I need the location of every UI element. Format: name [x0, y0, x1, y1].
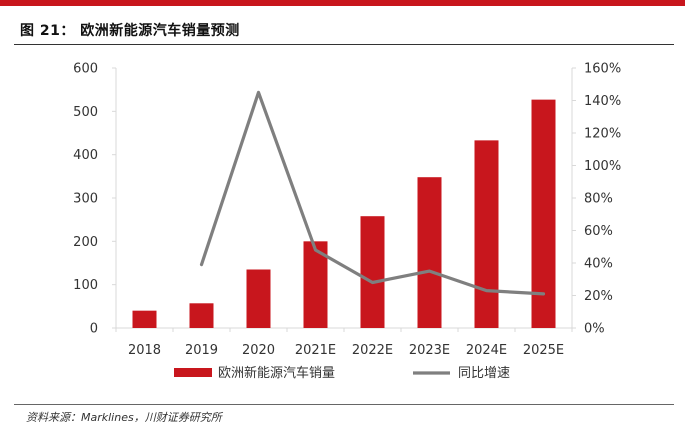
growth-rate-line: [199, 90, 546, 296]
left-axis-tick-label: 300: [73, 192, 98, 207]
figure-header: 图 21： 欧洲新能源汽车销量预测: [14, 17, 674, 45]
left-axis-tick-label: 400: [73, 148, 98, 163]
x-axis-tick-label: 2025E: [523, 343, 564, 358]
right-axis-tick-label: 140%: [584, 94, 621, 109]
right-axis-tick-label: 100%: [584, 159, 621, 174]
source-note: 资料来源：Marklines，川财证券研究所: [26, 411, 222, 424]
right-axis-tick-label: 120%: [584, 127, 621, 142]
top-accent-bar: [0, 0, 685, 6]
right-axis-tick-label: 0%: [584, 322, 605, 337]
top-accent-mark: [496, 0, 530, 5]
legend-line-label: 同比增速: [458, 366, 510, 381]
sales-bar: [474, 140, 499, 328]
sales-bar: [132, 310, 157, 328]
x-axis-tick-label: 2021E: [295, 343, 336, 358]
right-axis-tick-label: 60%: [584, 224, 613, 239]
left-axis-tick-label: 500: [73, 105, 98, 120]
left-axis-tick-label: 0: [90, 322, 98, 337]
x-axis-tick-label: 2018: [128, 343, 161, 358]
sales-bar: [246, 269, 271, 328]
sales-bar: [360, 216, 385, 328]
x-axis-tick-label: 2024E: [466, 343, 507, 358]
legend-bar-swatch: [174, 368, 212, 377]
left-axis-tick-label: 200: [73, 235, 98, 250]
figure-title: 图 21： 欧洲新能源汽车销量预测: [20, 23, 240, 39]
right-axis-tick-label: 40%: [584, 257, 613, 272]
left-axis-tick-label: 100: [73, 278, 98, 293]
right-axis-tick-label: 20%: [584, 289, 613, 304]
x-axis-tick-label: 2019: [185, 343, 218, 358]
right-axis-tick-label: 80%: [584, 192, 613, 207]
legend-bar-label: 欧洲新能源汽车销量: [218, 365, 335, 381]
right-axis-tick-label: 160%: [584, 62, 621, 77]
sales-bar: [189, 303, 214, 328]
x-axis-tick-label: 2022E: [352, 343, 393, 358]
source-divider: [14, 404, 674, 405]
left-axis-tick-label: 600: [73, 62, 98, 77]
x-axis-tick-label: 2020: [242, 343, 275, 358]
sales-bar: [417, 177, 442, 328]
sales-bar: [531, 99, 556, 328]
x-axis-tick-label: 2023E: [409, 343, 450, 358]
